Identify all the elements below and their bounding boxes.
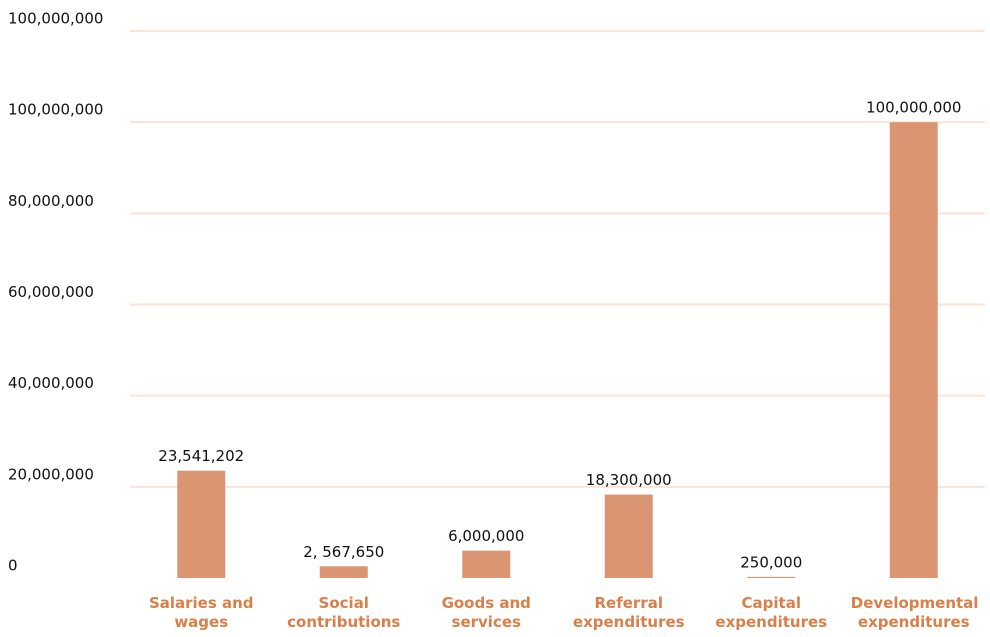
x-tick-label: Goods and services [441,594,531,631]
x-tick-label: Developmental expenditures [850,594,979,631]
data-label: 250,000 [740,553,802,571]
bar [177,470,226,578]
x-tick-label: Social contributions [287,594,401,631]
bar [604,494,653,578]
data-label: 6,000,000 [448,527,524,545]
y-tick-label: 100,000,000 [8,101,103,119]
data-label: 18,300,000 [586,471,672,489]
y-tick-label: 60,000,000 [8,283,94,301]
y-tick-label: 20,000,000 [8,465,94,483]
x-tick-label: Referral expenditures [572,594,685,631]
bar [889,122,938,579]
data-label: 2, 567,650 [303,543,384,561]
data-label: 23,541,202 [158,447,244,465]
data-label: 100,000,000 [866,99,961,117]
y-tick-label: 80,000,000 [8,192,94,210]
bar [319,566,368,578]
y-tick-label: 100,000,000 [8,10,103,28]
x-tick-label: Salaries and wages [148,594,254,631]
bar [747,576,796,578]
y-tick-label: 40,000,000 [8,374,94,392]
bar [462,550,511,578]
x-tick-label: Capital expenditures [715,594,828,631]
y-tick-label: 0 [8,557,18,575]
